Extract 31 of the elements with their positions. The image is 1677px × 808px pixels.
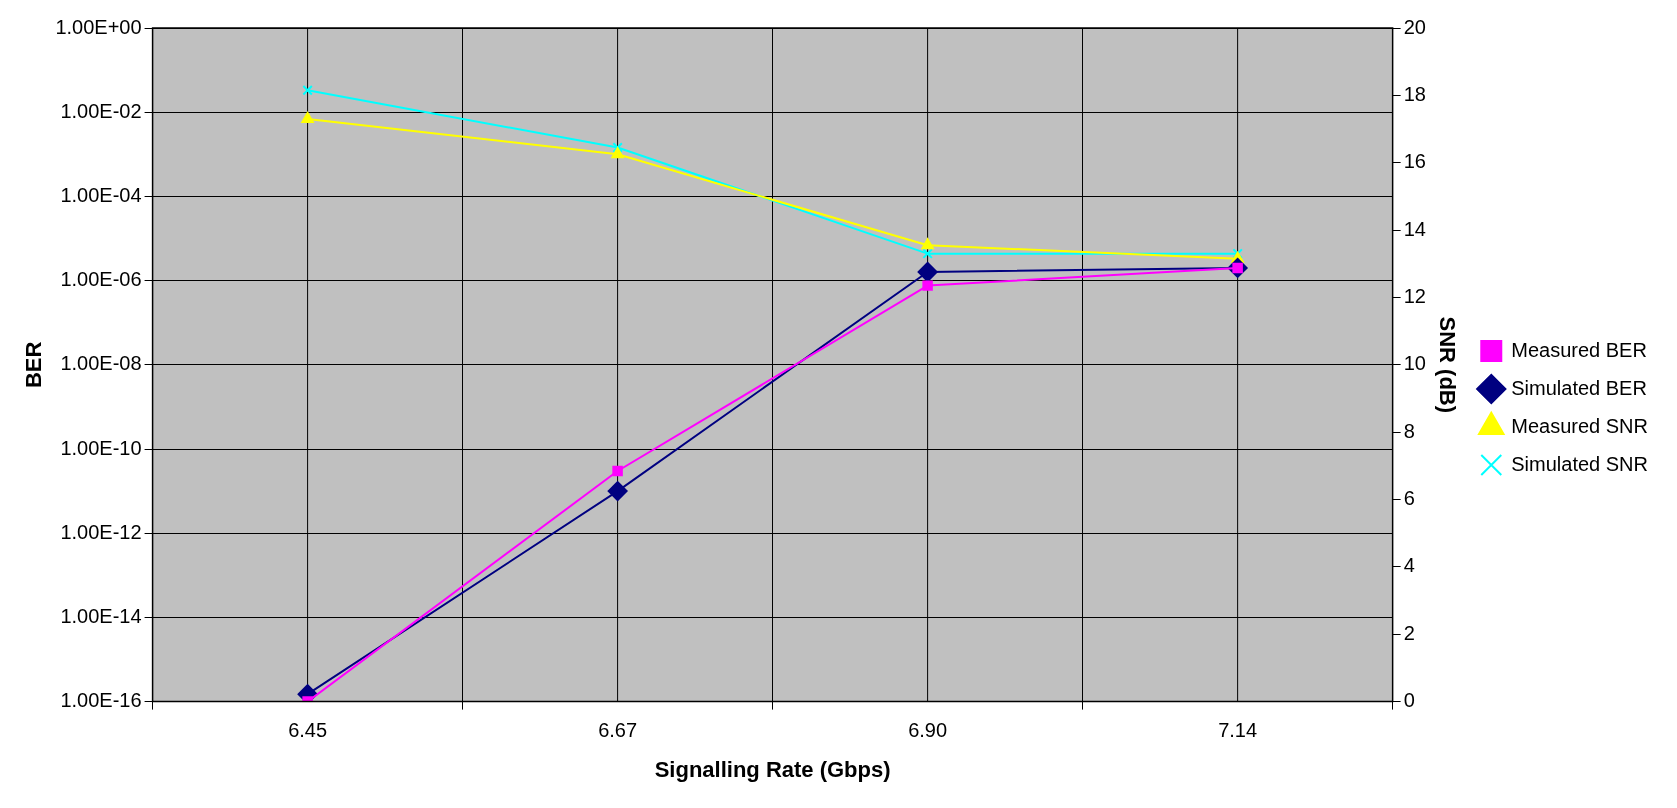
y2-tick-label: 6 [1403, 487, 1415, 510]
y2-tick-label: 12 [1403, 284, 1426, 307]
y-tick-label: 1.00E-04 [60, 183, 142, 206]
y2-tick-label: 20 [1403, 15, 1426, 38]
y2-tick-label: 18 [1403, 82, 1426, 105]
y-tick-label: 1.00E-06 [60, 268, 142, 291]
y2-axis-title: SNR (dB) [1435, 316, 1461, 414]
y-tick-label: 1.00E+00 [55, 15, 142, 38]
y2-tick-label: 2 [1403, 621, 1415, 644]
y2-tick-label: 8 [1403, 419, 1415, 442]
y2-tick-label: 10 [1403, 352, 1426, 375]
y-tick-label: 1.00E-08 [60, 352, 142, 375]
x-tick-label: 6.67 [598, 719, 638, 742]
y2-tick-label: 14 [1403, 217, 1426, 240]
legend-label: Measured BER [1511, 338, 1647, 361]
y2-tick-label: 16 [1403, 150, 1426, 173]
y-tick-label: 1.00E-16 [60, 689, 142, 712]
y-tick-label: 1.00E-10 [60, 436, 142, 459]
y2-tick-label: 4 [1403, 554, 1415, 577]
legend-label: Simulated SNR [1511, 452, 1648, 475]
y-tick-label: 1.00E-02 [60, 99, 142, 122]
legend-label: Measured SNR [1511, 414, 1648, 437]
y-axis-title: BER [21, 341, 47, 389]
y-tick-label: 1.00E-12 [60, 520, 142, 543]
x-axis-title: Signalling Rate (Gbps) [654, 756, 891, 782]
legend-label: Simulated BER [1511, 376, 1647, 399]
x-tick-label: 6.90 [908, 719, 948, 742]
y2-tick-label: 0 [1403, 689, 1415, 712]
y-tick-label: 1.00E-14 [60, 604, 142, 627]
x-tick-label: 6.45 [288, 719, 328, 742]
x-tick-label: 7.14 [1218, 719, 1258, 742]
